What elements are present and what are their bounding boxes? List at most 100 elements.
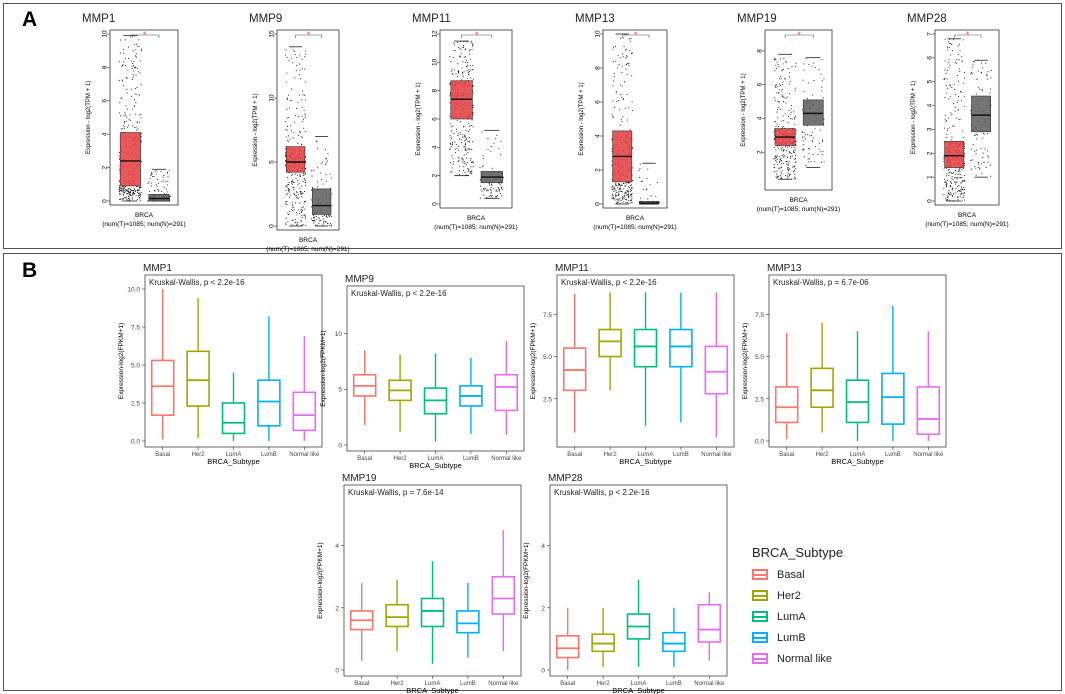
y-tick-label: 6	[102, 99, 109, 103]
data-point	[130, 195, 132, 197]
y-tick-label: 4	[927, 103, 934, 107]
data-point	[285, 201, 287, 203]
data-point	[122, 189, 124, 191]
data-point	[612, 115, 614, 118]
data-point	[498, 147, 500, 149]
y-tick-label: 5.0	[131, 363, 140, 370]
data-point	[137, 46, 139, 48]
data-point	[138, 192, 140, 194]
data-point	[646, 177, 648, 179]
data-point	[302, 192, 304, 194]
y-tick-label: 5	[269, 160, 276, 164]
data-point	[616, 186, 619, 188]
data-point	[315, 224, 317, 226]
data-point	[978, 86, 980, 88]
data-point	[787, 176, 789, 178]
data-point	[469, 70, 471, 73]
data-point	[131, 67, 133, 69]
data-point	[501, 195, 503, 197]
data-point	[971, 72, 973, 74]
data-point	[458, 174, 460, 176]
data-point	[781, 70, 783, 72]
data-point	[502, 176, 504, 179]
data-point	[780, 171, 782, 173]
data-point	[964, 188, 966, 191]
data-point	[780, 78, 782, 80]
y-axis-label: Expression-log2(FPKM+1)	[530, 323, 537, 399]
box-luma	[633, 328, 658, 368]
data-point	[793, 171, 795, 173]
data-point	[165, 181, 167, 183]
data-point	[302, 173, 305, 175]
data-point	[124, 126, 126, 128]
data-point	[625, 182, 627, 184]
data-point	[625, 63, 628, 65]
data-point	[782, 101, 785, 103]
data-point	[789, 152, 791, 154]
plot-frame	[109, 29, 179, 206]
data-point	[963, 192, 965, 194]
data-point	[625, 108, 627, 110]
data-point	[962, 39, 964, 41]
data-point	[778, 101, 780, 103]
data-point	[629, 182, 631, 184]
data-point	[137, 121, 139, 123]
data-point	[617, 192, 619, 194]
data-point	[495, 138, 497, 140]
data-point	[781, 88, 783, 90]
data-point	[287, 135, 289, 137]
data-point	[301, 90, 304, 92]
data-point	[945, 85, 947, 87]
data-point	[495, 190, 497, 192]
data-point	[454, 148, 456, 150]
data-point	[451, 68, 453, 70]
data-point	[300, 209, 302, 211]
data-point	[459, 56, 462, 58]
data-point	[631, 167, 634, 169]
data-point	[620, 185, 622, 187]
data-point	[469, 171, 471, 173]
data-point	[945, 184, 947, 186]
data-point	[325, 162, 327, 164]
x-tick-label: Basal	[357, 456, 372, 462]
data-point	[300, 221, 302, 223]
data-point	[818, 68, 820, 71]
data-point	[794, 87, 796, 89]
data-point	[963, 82, 965, 84]
data-point	[788, 150, 790, 152]
data-point	[133, 105, 135, 107]
data-point	[776, 170, 778, 172]
data-point	[287, 184, 289, 186]
data-point	[774, 99, 776, 101]
data-point	[455, 143, 457, 146]
data-point	[790, 118, 792, 120]
data-point	[450, 123, 452, 125]
data-point	[454, 141, 456, 143]
data-point	[774, 166, 776, 168]
data-point	[454, 44, 456, 46]
data-point	[450, 143, 452, 145]
data-point	[151, 172, 153, 174]
data-point	[631, 195, 633, 197]
data-point	[947, 69, 949, 71]
data-point	[124, 112, 126, 114]
data-point	[457, 161, 459, 163]
x-tick-label: Basal	[560, 681, 575, 687]
data-point	[629, 129, 631, 131]
data-point	[961, 100, 963, 102]
data-point	[468, 129, 471, 131]
data-point	[949, 127, 951, 129]
y-tick-label: 4	[541, 543, 545, 550]
data-point	[150, 185, 152, 187]
data-point	[776, 159, 778, 161]
data-point	[125, 198, 127, 200]
significance-star: *	[634, 30, 638, 40]
data-point	[294, 121, 296, 123]
data-point	[296, 197, 298, 199]
y-tick-label: 5.0	[543, 354, 552, 361]
data-point	[286, 125, 289, 128]
data-point	[621, 190, 623, 192]
x-axis-label: BRCA_Subtype	[406, 686, 459, 694]
